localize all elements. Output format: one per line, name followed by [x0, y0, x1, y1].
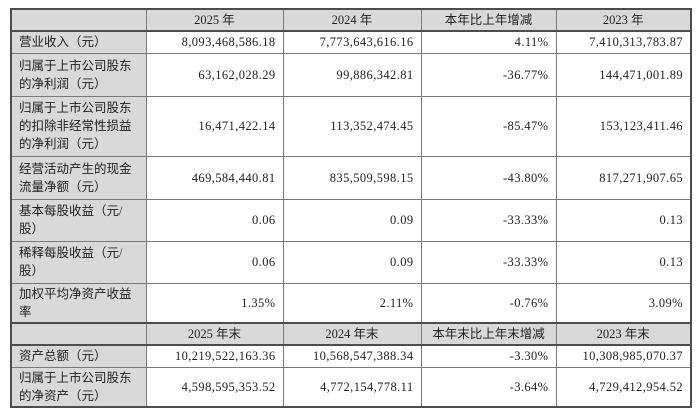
cell-value: 16,471,422.14 [145, 95, 284, 157]
cell-value: -43.80% [420, 155, 557, 200]
column-header-yoy-change: 本年比上年增减 [420, 7, 557, 33]
cell-value: 817,271,907.65 [555, 155, 692, 200]
table-row-total-assets: 资产总额（元） 10,219,522,163.36 10,568,547,388… [10, 344, 692, 368]
table-row-weighted-avg-roe: 加权平均净资产收益率 1.35% 2.11% -0.76% 3.09% [10, 282, 692, 324]
cell-value: 153,123,411.46 [555, 95, 692, 157]
column-header-2024: 2024 年 [282, 7, 422, 33]
table-row-net-assets: 归属于上市公司股东的净资产（元） 4,598,595,353.52 4,772,… [10, 366, 692, 408]
cell-value: 144,471,001.89 [555, 52, 692, 97]
row-label: 归属于上市公司股东的净资产（元） [10, 366, 147, 408]
row-label: 基本每股收益（元/股） [10, 198, 147, 242]
row-label: 营业收入（元） [10, 30, 147, 54]
cell-value: 469,584,440.81 [145, 155, 284, 200]
cell-value: 10,219,522,163.36 [145, 344, 284, 368]
column-header-2023-end: 2023 年末 [555, 321, 692, 347]
row-label: 归属于上市公司股东的扣除非经常性损益的净利润（元） [10, 95, 147, 157]
cell-value: 63,162,028.29 [145, 52, 284, 97]
cell-value: -36.77% [420, 52, 557, 97]
cell-value: 0.09 [282, 198, 422, 242]
header-corner-cell [10, 7, 147, 33]
cell-value: 10,308,985,070.37 [555, 344, 692, 368]
cell-value: 1.35% [145, 282, 284, 324]
cell-value: -3.30% [420, 344, 557, 368]
column-header-2025-end: 2025 年末 [145, 321, 284, 347]
cell-value: 4,729,412,954.52 [555, 366, 692, 408]
cell-value: 10,568,547,388.34 [282, 344, 422, 368]
cell-value: 0.06 [145, 198, 284, 242]
column-header-2024-end: 2024 年末 [282, 321, 422, 347]
header-row-current-period: 2025 年 2024 年 本年比上年增减 2023 年 [10, 7, 692, 33]
cell-value: 4,598,595,353.52 [145, 366, 284, 408]
cell-value: -3.64% [420, 366, 557, 408]
cell-value: 2.11% [282, 282, 422, 324]
cell-value: 7,773,643,616.16 [282, 30, 422, 54]
cell-value: -0.76% [420, 282, 557, 324]
financial-summary-table: 2025 年 2024 年 本年比上年增减 2023 年 营业收入（元） 8,0… [10, 7, 692, 408]
header-row-period-end: 2025 年末 2024 年末 本年末比上年末增减 2023 年末 [10, 321, 692, 347]
column-header-2025: 2025 年 [145, 7, 284, 33]
cell-value: 3.09% [555, 282, 692, 324]
cell-value: -33.33% [420, 198, 557, 242]
cell-value: 7,410,313,783.87 [555, 30, 692, 54]
table-row-diluted-eps: 稀释每股收益（元/股） 0.06 0.09 -33.33% 0.13 [10, 240, 692, 284]
cell-value: 99,886,342.81 [282, 52, 422, 97]
row-label: 归属于上市公司股东的净利润（元） [10, 52, 147, 97]
cell-value: 113,352,474.45 [282, 95, 422, 157]
table-row-net-profit-excl-nonrecurring: 归属于上市公司股东的扣除非经常性损益的净利润（元） 16,471,422.14 … [10, 95, 692, 157]
cell-value: -33.33% [420, 240, 557, 284]
table-row-basic-eps: 基本每股收益（元/股） 0.06 0.09 -33.33% 0.13 [10, 198, 692, 242]
cell-value: 8,093,468,586.18 [145, 30, 284, 54]
header-corner-cell [10, 321, 147, 347]
row-label: 加权平均净资产收益率 [10, 282, 147, 324]
row-label: 稀释每股收益（元/股） [10, 240, 147, 284]
column-header-yoy-end-change: 本年末比上年末增减 [420, 321, 557, 347]
row-label: 经营活动产生的现金流量净额（元） [10, 155, 147, 200]
row-label: 资产总额（元） [10, 344, 147, 368]
table-row-operating-revenue: 营业收入（元） 8,093,468,586.18 7,773,643,616.1… [10, 30, 692, 54]
cell-value: 0.09 [282, 240, 422, 284]
cell-value: 4.11% [420, 30, 557, 54]
cell-value: 4,772,154,778.11 [282, 366, 422, 408]
column-header-2023: 2023 年 [555, 7, 692, 33]
table-row-operating-cash-flow: 经营活动产生的现金流量净额（元） 469,584,440.81 835,509,… [10, 155, 692, 200]
cell-value: -85.47% [420, 95, 557, 157]
cell-value: 0.13 [555, 198, 692, 242]
table-row-net-profit: 归属于上市公司股东的净利润（元） 63,162,028.29 99,886,34… [10, 52, 692, 97]
cell-value: 0.06 [145, 240, 284, 284]
cell-value: 0.13 [555, 240, 692, 284]
cell-value: 835,509,598.15 [282, 155, 422, 200]
